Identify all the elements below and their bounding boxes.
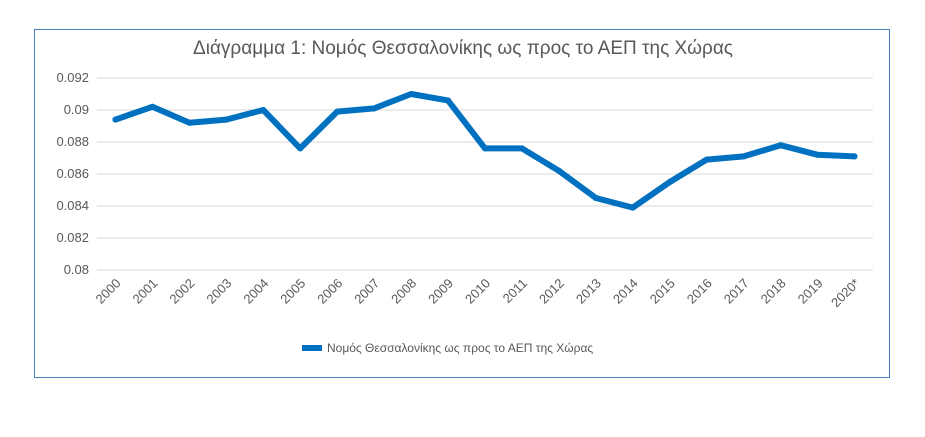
- data-point: [482, 145, 488, 152]
- data-point: [666, 179, 673, 185]
- data-point: [334, 108, 341, 115]
- data-point: [445, 97, 452, 104]
- y-tick-label: 0.08: [64, 262, 89, 277]
- data-point: [518, 145, 525, 152]
- x-tick-label: 2012: [536, 276, 567, 307]
- data-point: [592, 195, 599, 201]
- y-tick-label: 0.086: [56, 166, 89, 181]
- gridlines: [97, 77, 873, 271]
- data-point: [555, 167, 562, 174]
- x-tick-label: 2002: [166, 276, 197, 307]
- chart-container: Διάγραμμα 1: Νομός Θεσσαλονίκης ως προς …: [34, 29, 890, 378]
- x-tick-label: 2009: [425, 276, 456, 307]
- y-tick-label: 0.092: [56, 70, 89, 85]
- x-tick-label: 2015: [647, 276, 678, 307]
- legend-label: Νομός Θεσσαλονίκης ως προς το ΑΕΠ της Χώ…: [327, 341, 593, 355]
- x-tick-label: 2020*: [828, 276, 863, 311]
- x-tick-label: 2008: [388, 276, 419, 307]
- data-point: [260, 107, 267, 113]
- data-point: [814, 151, 821, 158]
- x-tick-label: 2006: [314, 276, 345, 307]
- data-point: [297, 145, 304, 152]
- data-point: [371, 105, 378, 112]
- series-layer: [112, 91, 858, 211]
- data-point: [112, 116, 119, 123]
- x-tick-label: 2003: [203, 276, 234, 307]
- x-tick-label: 2007: [351, 276, 382, 307]
- data-point: [703, 156, 710, 163]
- data-point: [777, 142, 784, 149]
- x-tick-label: 2016: [684, 276, 715, 307]
- x-tick-label: 2017: [721, 276, 752, 307]
- y-tick-label: 0.088: [56, 134, 89, 149]
- x-tick-label: 2004: [240, 276, 271, 307]
- x-tick-label: 2013: [573, 276, 604, 307]
- x-axis: 2000 2001 2002 2003 2004 2005 2006 2007 2008 2009…: [93, 276, 863, 311]
- data-point: [851, 153, 858, 160]
- legend: Νομός Θεσσαλονίκης ως προς το ΑΕΠ της Χώ…: [302, 341, 593, 355]
- y-tick-label: 0.084: [56, 198, 89, 213]
- x-tick-label: 2005: [277, 276, 308, 307]
- data-point: [223, 116, 230, 123]
- data-point: [186, 119, 193, 126]
- y-tick-label: 0.082: [56, 230, 89, 245]
- chart-title: Διάγραμμα 1: Νομός Θεσσαλονίκης ως προς …: [193, 38, 733, 59]
- data-point: [408, 91, 415, 97]
- y-tick-label: 0.09: [64, 102, 89, 117]
- x-tick-label: 2018: [758, 276, 789, 307]
- x-tick-label: 2000: [93, 276, 124, 307]
- data-point: [740, 153, 747, 160]
- x-tick-label: 2019: [795, 276, 826, 307]
- data-point: [629, 204, 636, 211]
- y-axis: 0.08 0.082 0.084 0.086 0.088 0.09 0.092: [56, 70, 89, 277]
- line-chart: Διάγραμμα 1: Νομός Θεσσαλονίκης ως προς …: [56, 38, 873, 355]
- data-point: [149, 103, 156, 110]
- x-tick-label: 2011: [500, 276, 530, 306]
- x-tick-label: 2014: [610, 276, 641, 307]
- x-tick-label: 2010: [462, 276, 493, 307]
- legend-swatch: [302, 345, 322, 351]
- x-tick-label: 2001: [129, 276, 160, 307]
